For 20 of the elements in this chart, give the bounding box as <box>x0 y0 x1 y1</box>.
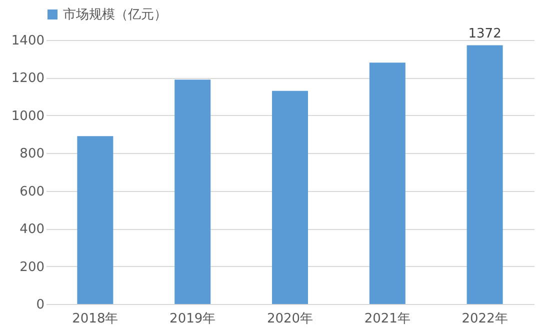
y-tick-label: 200 <box>20 260 44 275</box>
x-tick-label: 2019年 <box>170 312 216 326</box>
y-tick-label: 1000 <box>11 108 44 124</box>
data-label: 1372 <box>468 26 502 42</box>
bar <box>369 62 406 304</box>
y-tick-label: 1400 <box>11 34 44 48</box>
x-tick-label: 2022年 <box>462 312 508 326</box>
legend-label: 市场规模（亿元） <box>63 8 167 22</box>
bar <box>466 45 503 304</box>
y-tick-label: 0 <box>36 298 44 312</box>
x-tick-label: 2020年 <box>266 312 314 326</box>
y-tick-label: 800 <box>20 146 44 162</box>
bar <box>174 80 211 304</box>
x-tick-label: 2018年 <box>72 312 118 326</box>
y-tick-label: 1200 <box>11 71 44 86</box>
y-tick-label: 600 <box>20 184 44 200</box>
bar <box>272 90 308 304</box>
bar <box>77 136 114 304</box>
x-tick-label: 2021年 <box>364 312 410 326</box>
y-tick-label: 400 <box>20 222 44 238</box>
